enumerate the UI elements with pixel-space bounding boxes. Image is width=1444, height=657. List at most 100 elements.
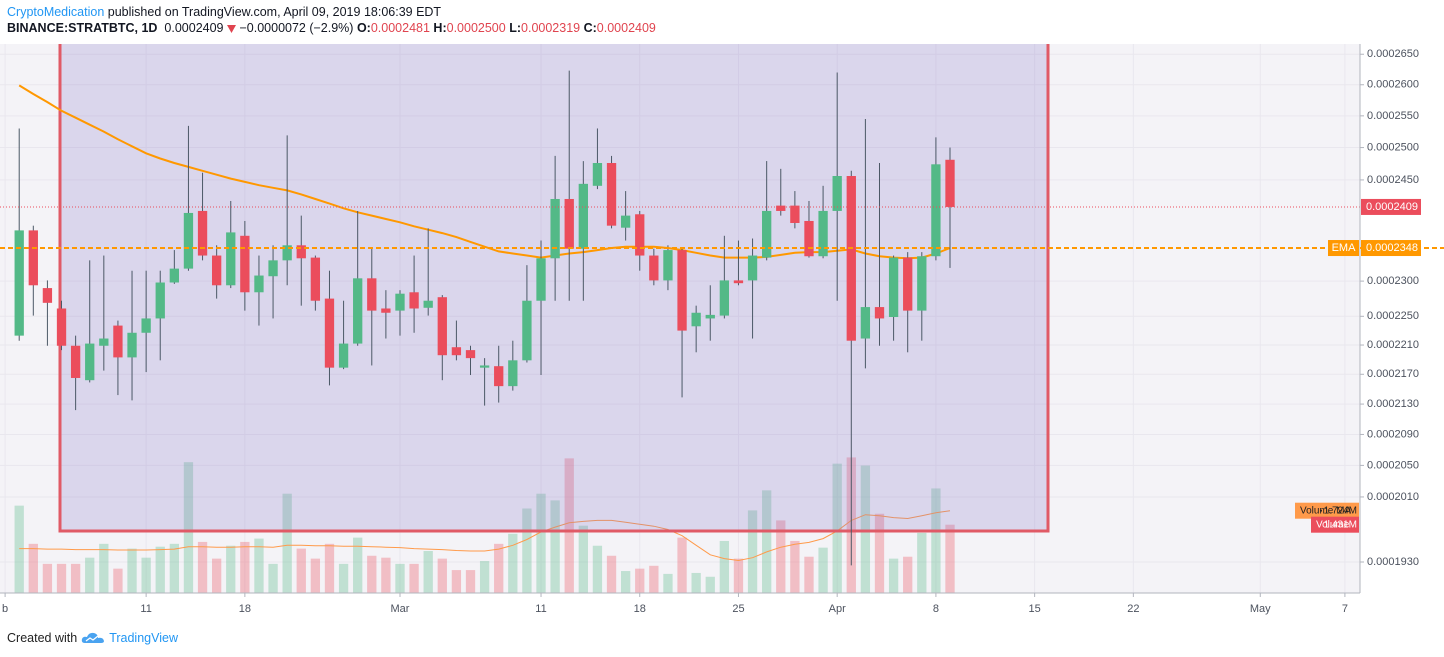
volume-bar [592, 545, 603, 593]
volume-bar [888, 558, 899, 593]
symbol-line: BINANCE:STRATBTC, 1D 0.0002409 −0.000007… [7, 21, 656, 35]
x-tick-label: 11 [535, 603, 546, 615]
volume-bar [254, 538, 264, 593]
x-tick-label: 22 [1127, 603, 1139, 615]
header-line: CryptoMedication published on TradingVie… [7, 5, 441, 19]
volume-bar [28, 543, 38, 593]
volume-ma-box [1295, 502, 1359, 519]
volume-bar [226, 545, 236, 593]
price-pane [0, 70, 1360, 566]
candle-body [663, 250, 673, 281]
logo [81, 632, 105, 643]
volume-bar [85, 557, 95, 593]
y-tick-label: 0.0002130 [1367, 398, 1419, 410]
volume-bar [127, 548, 137, 593]
candle-body [451, 347, 462, 356]
candle-body [240, 235, 250, 293]
symbol: BINANCE:STRATBTC, 1D [7, 21, 158, 35]
volume-bar [197, 541, 208, 593]
ohlc-key: L: [509, 21, 522, 35]
y-tick-label: 0.0002450 [1367, 174, 1419, 186]
volume-bar [635, 568, 645, 593]
candle-body [42, 288, 53, 303]
candle-body [691, 312, 701, 327]
candle-body [705, 314, 715, 319]
volume-bar [945, 524, 955, 593]
published: published on TradingView.com, April 09, … [107, 5, 442, 19]
volume-bar [733, 558, 744, 593]
volume-box [1311, 516, 1359, 533]
x-tick-label: 15 [1029, 603, 1041, 615]
candle-body [776, 205, 786, 211]
x-tick-label: 8 [933, 603, 939, 615]
volume-bar [903, 556, 913, 593]
volume-bar [649, 565, 659, 593]
candle-body [494, 366, 504, 387]
price-label-box [1361, 198, 1421, 215]
footer: Created with TradingView [7, 631, 178, 645]
ohlc-value: 0.0002319 [521, 21, 581, 35]
y-tick-label: 0.0001930 [1367, 556, 1419, 568]
down-arrow [227, 24, 236, 33]
volume-bar [832, 463, 842, 593]
candle-body [353, 278, 363, 344]
brand: TradingView [109, 631, 178, 645]
y-tick-label: 0.0002010 [1367, 491, 1419, 503]
volume-bar [99, 543, 109, 593]
x-tick-label: Apr [829, 603, 846, 615]
candle-body [211, 255, 222, 286]
volume-bar [578, 525, 588, 593]
candle-body [860, 307, 871, 339]
volume-bar [310, 558, 321, 593]
x-tick-label: 25 [732, 603, 744, 615]
volume-bar [931, 488, 941, 593]
price-labels: 0.0002409 EMA 0.0002348 Volume MA1.724M Volu… [1295, 198, 1444, 533]
candle-body [169, 268, 179, 283]
y-tick-label: 0.0002250 [1367, 310, 1419, 322]
drawing [58, 44, 1050, 533]
volume-bar [338, 563, 349, 593]
volume-bar [536, 493, 546, 593]
y-tick-label: 0.0002170 [1367, 368, 1419, 380]
x-tick-label: 18 [239, 603, 251, 615]
candle-body [578, 183, 588, 249]
volume-bar [776, 520, 786, 593]
ema-name: EMA [1332, 242, 1357, 254]
candle-body [945, 159, 955, 207]
volume-ma-name: Volume MA [1300, 505, 1351, 516]
candle-body [733, 280, 744, 284]
volume-bar [818, 547, 828, 593]
volume-bar [719, 540, 730, 593]
volume-bar [14, 505, 24, 593]
price-label: 0.0002409 [1366, 201, 1418, 213]
candle-body [790, 205, 800, 223]
ohlc-value: 0.0002409 [596, 21, 656, 35]
candle-body [536, 258, 546, 301]
volume-bar [113, 568, 123, 593]
candle-body [719, 280, 730, 316]
volume-bar [240, 541, 250, 593]
candle-body [14, 230, 24, 336]
volume-bar [296, 548, 306, 593]
volume-bar [42, 563, 53, 593]
volume-bar [395, 563, 405, 593]
candle-body [846, 176, 856, 341]
x-tick-label: 7 [1342, 603, 1348, 615]
volume-bar [141, 557, 151, 593]
candle-body [550, 198, 560, 259]
candle-body [99, 338, 109, 346]
volume-bar [677, 537, 687, 593]
volume-bar [437, 558, 447, 593]
volume-bar [550, 500, 560, 593]
ohlc-key: O: [356, 21, 371, 35]
candle-body [381, 308, 391, 313]
volume-bar [762, 490, 772, 593]
ohlc-value: 0.0002481 [370, 21, 430, 35]
x-tick-label: Mar [391, 603, 410, 615]
volume-bar [70, 563, 81, 593]
candle-body [747, 255, 758, 281]
candle-body [649, 255, 659, 281]
volume-bar [451, 570, 462, 593]
candle-body [324, 298, 335, 368]
